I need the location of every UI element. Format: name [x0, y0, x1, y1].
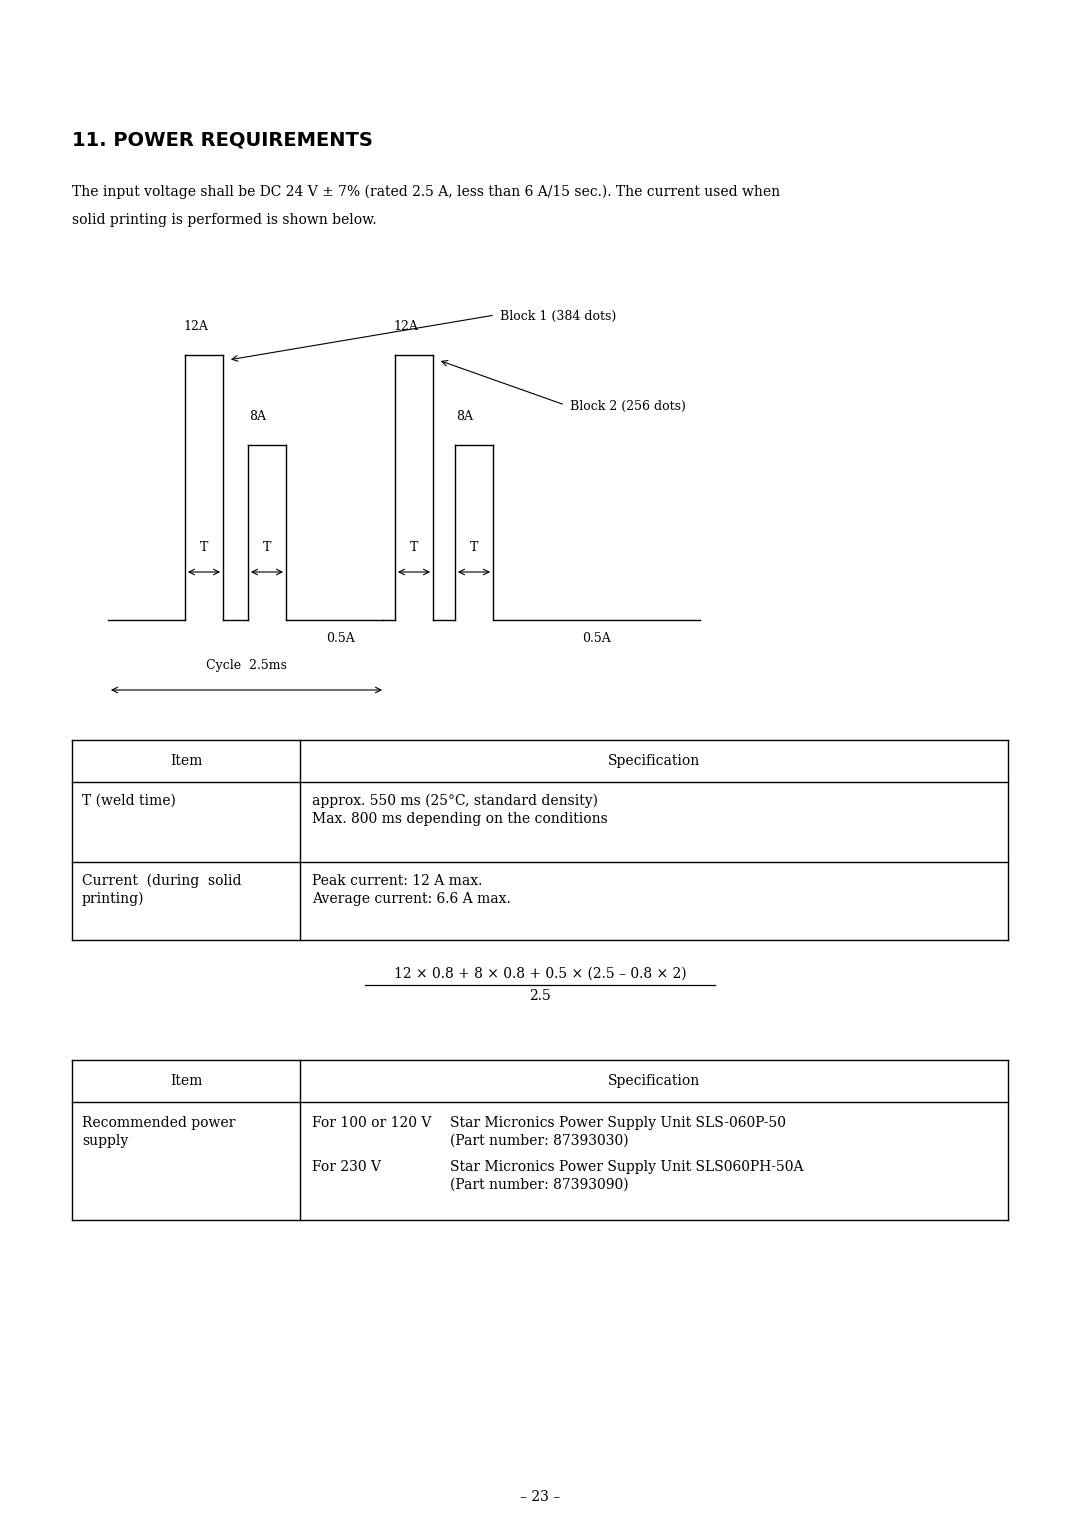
Text: T: T	[409, 541, 418, 555]
Text: 8A: 8A	[249, 410, 266, 423]
Text: (Part number: 87393090): (Part number: 87393090)	[450, 1178, 629, 1192]
Text: Cycle  2.5ms: Cycle 2.5ms	[206, 659, 287, 672]
Text: Block 1 (384 dots): Block 1 (384 dots)	[500, 310, 617, 322]
Text: 0.5A: 0.5A	[582, 633, 611, 645]
Text: T (weld time): T (weld time)	[82, 795, 176, 808]
Text: For 230 V: For 230 V	[312, 1160, 381, 1174]
Text: 12A: 12A	[183, 319, 207, 333]
Text: 12A: 12A	[393, 319, 418, 333]
Text: Average current: 6.6 A max.: Average current: 6.6 A max.	[312, 892, 511, 906]
Text: Peak current: 12 A max.: Peak current: 12 A max.	[312, 874, 483, 888]
Text: 0.5A: 0.5A	[326, 633, 355, 645]
Text: 12 × 0.8 + 8 × 0.8 + 0.5 × (2.5 – 0.8 × 2): 12 × 0.8 + 8 × 0.8 + 0.5 × (2.5 – 0.8 × …	[394, 967, 686, 981]
Text: Block 2 (256 dots): Block 2 (256 dots)	[570, 400, 686, 413]
Text: Specification: Specification	[608, 753, 700, 769]
Text: Recommended power: Recommended power	[82, 1115, 235, 1131]
Text: Star Micronics Power Supply Unit SLS-060P-50: Star Micronics Power Supply Unit SLS-060…	[450, 1115, 786, 1131]
Text: T: T	[200, 541, 208, 555]
Text: Item: Item	[170, 1074, 202, 1088]
Text: T: T	[470, 541, 478, 555]
Text: Specification: Specification	[608, 1074, 700, 1088]
Text: Star Micronics Power Supply Unit SLS060PH-50A: Star Micronics Power Supply Unit SLS060P…	[450, 1160, 804, 1174]
Text: 11. POWER REQUIREMENTS: 11. POWER REQUIREMENTS	[72, 130, 373, 150]
Text: Item: Item	[170, 753, 202, 769]
Text: Max. 800 ms depending on the conditions: Max. 800 ms depending on the conditions	[312, 811, 608, 827]
Text: T: T	[262, 541, 271, 555]
Text: For 100 or 120 V: For 100 or 120 V	[312, 1115, 431, 1131]
Text: Current  (during  solid: Current (during solid	[82, 874, 242, 888]
Text: approx. 550 ms (25°C, standard density): approx. 550 ms (25°C, standard density)	[312, 795, 598, 808]
Text: supply: supply	[82, 1134, 129, 1148]
Text: The input voltage shall be DC 24 V ± 7% (rated 2.5 A, less than 6 A/15 sec.). Th: The input voltage shall be DC 24 V ± 7% …	[72, 185, 780, 199]
Text: – 23 –: – 23 –	[519, 1490, 561, 1504]
Text: 8A: 8A	[456, 410, 473, 423]
Text: printing): printing)	[82, 892, 145, 906]
Text: (Part number: 87393030): (Part number: 87393030)	[450, 1134, 629, 1148]
Text: 2.5: 2.5	[529, 989, 551, 1002]
Text: solid printing is performed is shown below.: solid printing is performed is shown bel…	[72, 212, 377, 228]
